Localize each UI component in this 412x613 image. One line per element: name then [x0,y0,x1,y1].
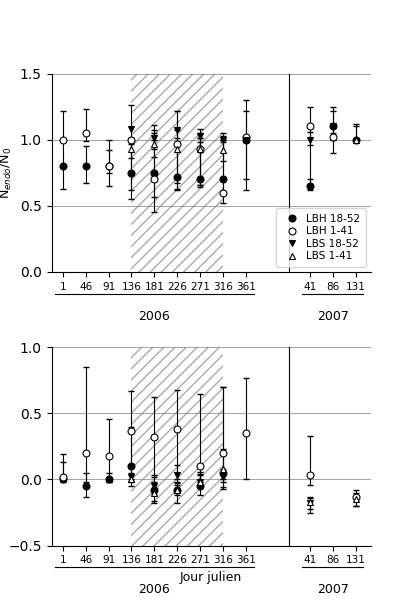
LBS 18-52 [152,135,157,142]
LBS 18-52 [307,500,312,507]
LBH 18-52 [175,486,180,493]
LBH 1-41 [129,427,134,434]
Line: LBH 1-41: LBH 1-41 [59,426,359,500]
Y-axis label: N$_{endo}$/N$_0$: N$_{endo}$/N$_0$ [0,147,14,199]
Line: LBS 1-41: LBS 1-41 [128,465,359,505]
LBH 1-41 [175,140,180,147]
LBS 18-52 [175,472,180,479]
LBS 1-41 [307,498,312,506]
Bar [131,74,223,272]
LBH 1-41 [221,189,226,196]
LBS 1-41 [221,465,226,473]
Line: LBH 18-52: LBH 18-52 [59,463,227,493]
LBH 1-41 [307,123,312,130]
LBS 18-52 [152,482,157,490]
LBH 1-41 [152,176,157,183]
LBH 18-52 [330,123,335,130]
LBS 1-41 [129,145,134,153]
LBH 1-41 [83,129,88,137]
LBH 1-41 [353,493,358,500]
Text: 2007: 2007 [317,310,349,322]
LBS 1-41 [129,476,134,483]
LBS 18-52 [198,478,203,485]
LBH 18-52 [243,136,248,143]
Line: LBS 18-52: LBS 18-52 [128,123,336,143]
LBH 18-52 [106,476,111,483]
LBH 1-41 [243,134,248,141]
LBH 18-52 [83,482,88,490]
LBS 1-41 [175,486,180,493]
LBH 1-41 [152,433,157,441]
LBH 1-41 [129,136,134,143]
LBS 18-52 [243,136,248,143]
LBH 1-41 [175,425,180,433]
LBH 18-52 [83,162,88,170]
LBH 18-52 [60,476,65,483]
LBS 1-41 [175,145,180,153]
Text: 2007: 2007 [317,583,349,596]
LBH 18-52 [175,173,180,180]
LBH 1-41 [198,463,203,470]
LBH 1-41 [221,449,226,457]
Text: 2006: 2006 [138,310,170,322]
Line: LBH 1-41: LBH 1-41 [59,123,336,196]
LBS 1-41 [152,140,157,147]
LBH 18-52 [221,469,226,476]
LBS 18-52 [129,473,134,481]
LBS 1-41 [152,489,157,497]
LBS 1-41 [198,145,203,153]
Legend: LBH 18-52, LBH 1-41, LBS 18-52, LBS 1-41: LBH 18-52, LBH 1-41, LBS 18-52, LBS 1-41 [276,208,365,267]
Text: 2006: 2006 [138,583,170,596]
LBS 1-41 [221,147,226,154]
LBH 18-52 [129,169,134,177]
LBS 18-52 [175,127,180,134]
Line: LBH 18-52: LBH 18-52 [59,123,359,189]
LBH 18-52 [60,162,65,170]
LBS 18-52 [307,136,312,143]
LBH 1-41 [307,472,312,479]
LBS 18-52 [198,132,203,139]
Line: LBS 18-52: LBS 18-52 [128,472,313,507]
LBH 18-52 [198,482,203,490]
LBH 18-52 [198,176,203,183]
LBH 18-52 [307,182,312,189]
LBH 18-52 [152,169,157,177]
LBS 18-52 [221,136,226,143]
LBH 1-41 [83,449,88,457]
LBS 18-52 [221,473,226,481]
LBS 18-52 [129,126,134,133]
X-axis label: Jour julien: Jour julien [180,571,242,584]
LBH 1-41 [60,473,65,481]
LBS 18-52 [330,123,335,130]
LBH 1-41 [106,452,111,459]
LBS 1-41 [198,478,203,485]
Y-axis label: N$_{exo}$/N$_0$: N$_{exo}$/N$_0$ [0,423,3,470]
LBH 1-41 [198,145,203,153]
Bar [131,347,223,546]
LBH 18-52 [353,136,358,143]
LBH 1-41 [243,430,248,437]
LBH 1-41 [106,162,111,170]
LBH 18-52 [221,176,226,183]
Line: LBS 1-41: LBS 1-41 [128,136,359,154]
LBH 1-41 [330,134,335,141]
LBH 18-52 [106,162,111,170]
LBS 1-41 [353,496,358,503]
LBH 1-41 [60,136,65,143]
LBS 1-41 [353,136,358,143]
LBH 18-52 [152,486,157,493]
LBH 18-52 [129,463,134,470]
